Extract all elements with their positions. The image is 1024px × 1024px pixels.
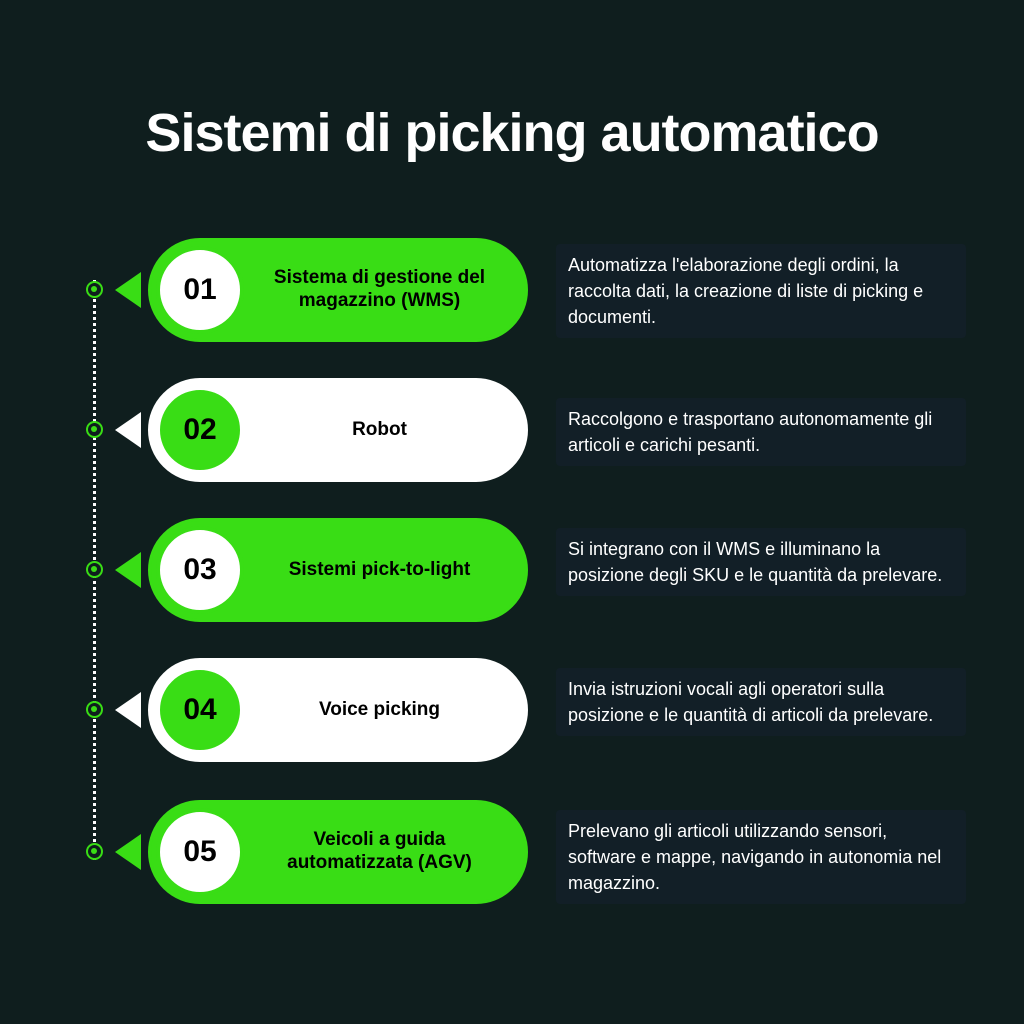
item-pill-3: 03 Sistemi pick-to-light bbox=[148, 518, 528, 622]
item-description: Automatizza l'elaborazione degli ordini,… bbox=[556, 244, 966, 338]
arrow-icon bbox=[115, 412, 141, 448]
item-pill-4: 04 Voice picking bbox=[148, 658, 528, 762]
item-description: Raccolgono e trasportano autonomamente g… bbox=[556, 398, 966, 466]
item-label: Sistemi pick-to-light bbox=[244, 559, 525, 582]
page-title: Sistemi di picking automatico bbox=[0, 102, 1024, 164]
item-pill-1: 01 Sistema di gestione del magazzino (WM… bbox=[148, 238, 528, 342]
item-description: Si integrano con il WMS e illuminano la … bbox=[556, 528, 966, 596]
timeline-dot bbox=[86, 561, 103, 578]
timeline-dot bbox=[86, 701, 103, 718]
item-pill-5: 05 Veicoli a guida automatizzata (AGV) bbox=[148, 800, 528, 904]
item-pill-2: 02 Robot bbox=[148, 378, 528, 482]
timeline-dot bbox=[86, 843, 103, 860]
item-number: 01 bbox=[156, 246, 244, 334]
item-label: Sistema di gestione del magazzino (WMS) bbox=[244, 267, 525, 313]
arrow-icon bbox=[115, 834, 141, 870]
item-description: Invia istruzioni vocali agli operatori s… bbox=[556, 668, 966, 736]
item-label: Veicoli a guida automatizzata (AGV) bbox=[244, 829, 525, 875]
item-description: Prelevano gli articoli utilizzando senso… bbox=[556, 810, 966, 904]
item-number: 05 bbox=[156, 808, 244, 896]
timeline-dot bbox=[86, 421, 103, 438]
arrow-icon bbox=[115, 552, 141, 588]
arrow-icon bbox=[115, 272, 141, 308]
arrow-icon bbox=[115, 692, 141, 728]
item-label: Robot bbox=[244, 419, 525, 442]
item-number: 04 bbox=[156, 666, 244, 754]
item-number: 02 bbox=[156, 386, 244, 474]
item-number: 03 bbox=[156, 526, 244, 614]
item-label: Voice picking bbox=[244, 699, 525, 722]
timeline-dot bbox=[86, 281, 103, 298]
